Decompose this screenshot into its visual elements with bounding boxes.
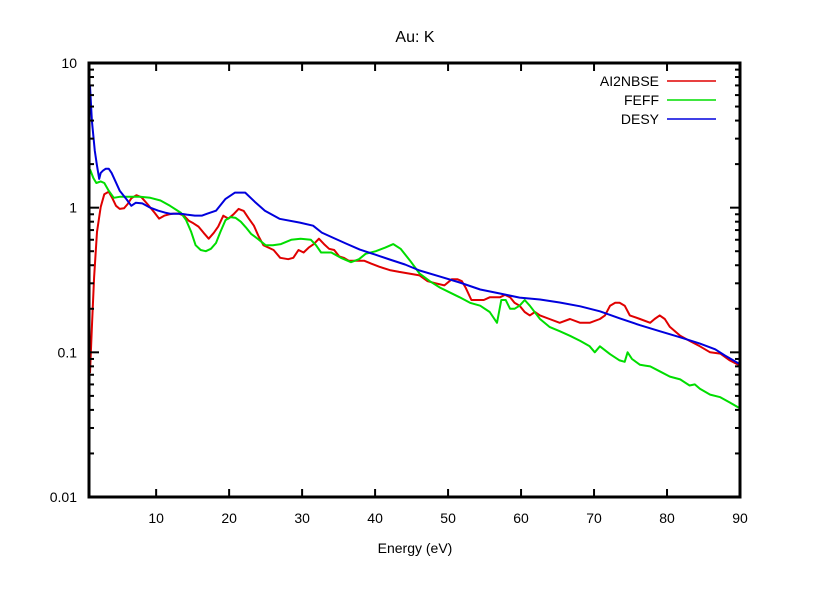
series-line-feff xyxy=(89,169,741,410)
series-line-ai2nbse xyxy=(89,190,741,374)
x-axis-label: Energy (eV) xyxy=(378,540,453,556)
legend-label-ai2nbse: AI2NBSE xyxy=(600,73,659,89)
chart-title: Au: K xyxy=(395,29,434,46)
legend-label-desy: DESY xyxy=(621,111,660,127)
x-tick-label: 90 xyxy=(732,510,748,526)
legend-label-feff: FEFF xyxy=(624,92,659,108)
y-tick-label: 1 xyxy=(69,200,77,216)
x-tick-label: 60 xyxy=(513,510,529,526)
x-tick-label: 30 xyxy=(294,510,310,526)
y-tick-label: 10 xyxy=(61,55,77,71)
y-axis: 0.01 0.1 1 10 xyxy=(50,55,740,505)
x-tick-label: 40 xyxy=(367,510,383,526)
x-tick-label: 70 xyxy=(586,510,602,526)
plot-frame xyxy=(87,61,742,499)
y-tick-label: 0.01 xyxy=(50,489,77,505)
x-tick-label: 80 xyxy=(659,510,675,526)
x-axis: 10 20 30 40 50 60 70 80 90 xyxy=(148,63,748,526)
legend: AI2NBSE FEFF DESY xyxy=(600,73,716,127)
series-layer xyxy=(89,85,741,410)
x-tick-label: 10 xyxy=(148,510,164,526)
x-tick-label: 20 xyxy=(221,510,237,526)
x-tick-label: 50 xyxy=(440,510,456,526)
y-tick-label: 0.1 xyxy=(58,344,78,360)
series-line-desy xyxy=(89,85,741,366)
